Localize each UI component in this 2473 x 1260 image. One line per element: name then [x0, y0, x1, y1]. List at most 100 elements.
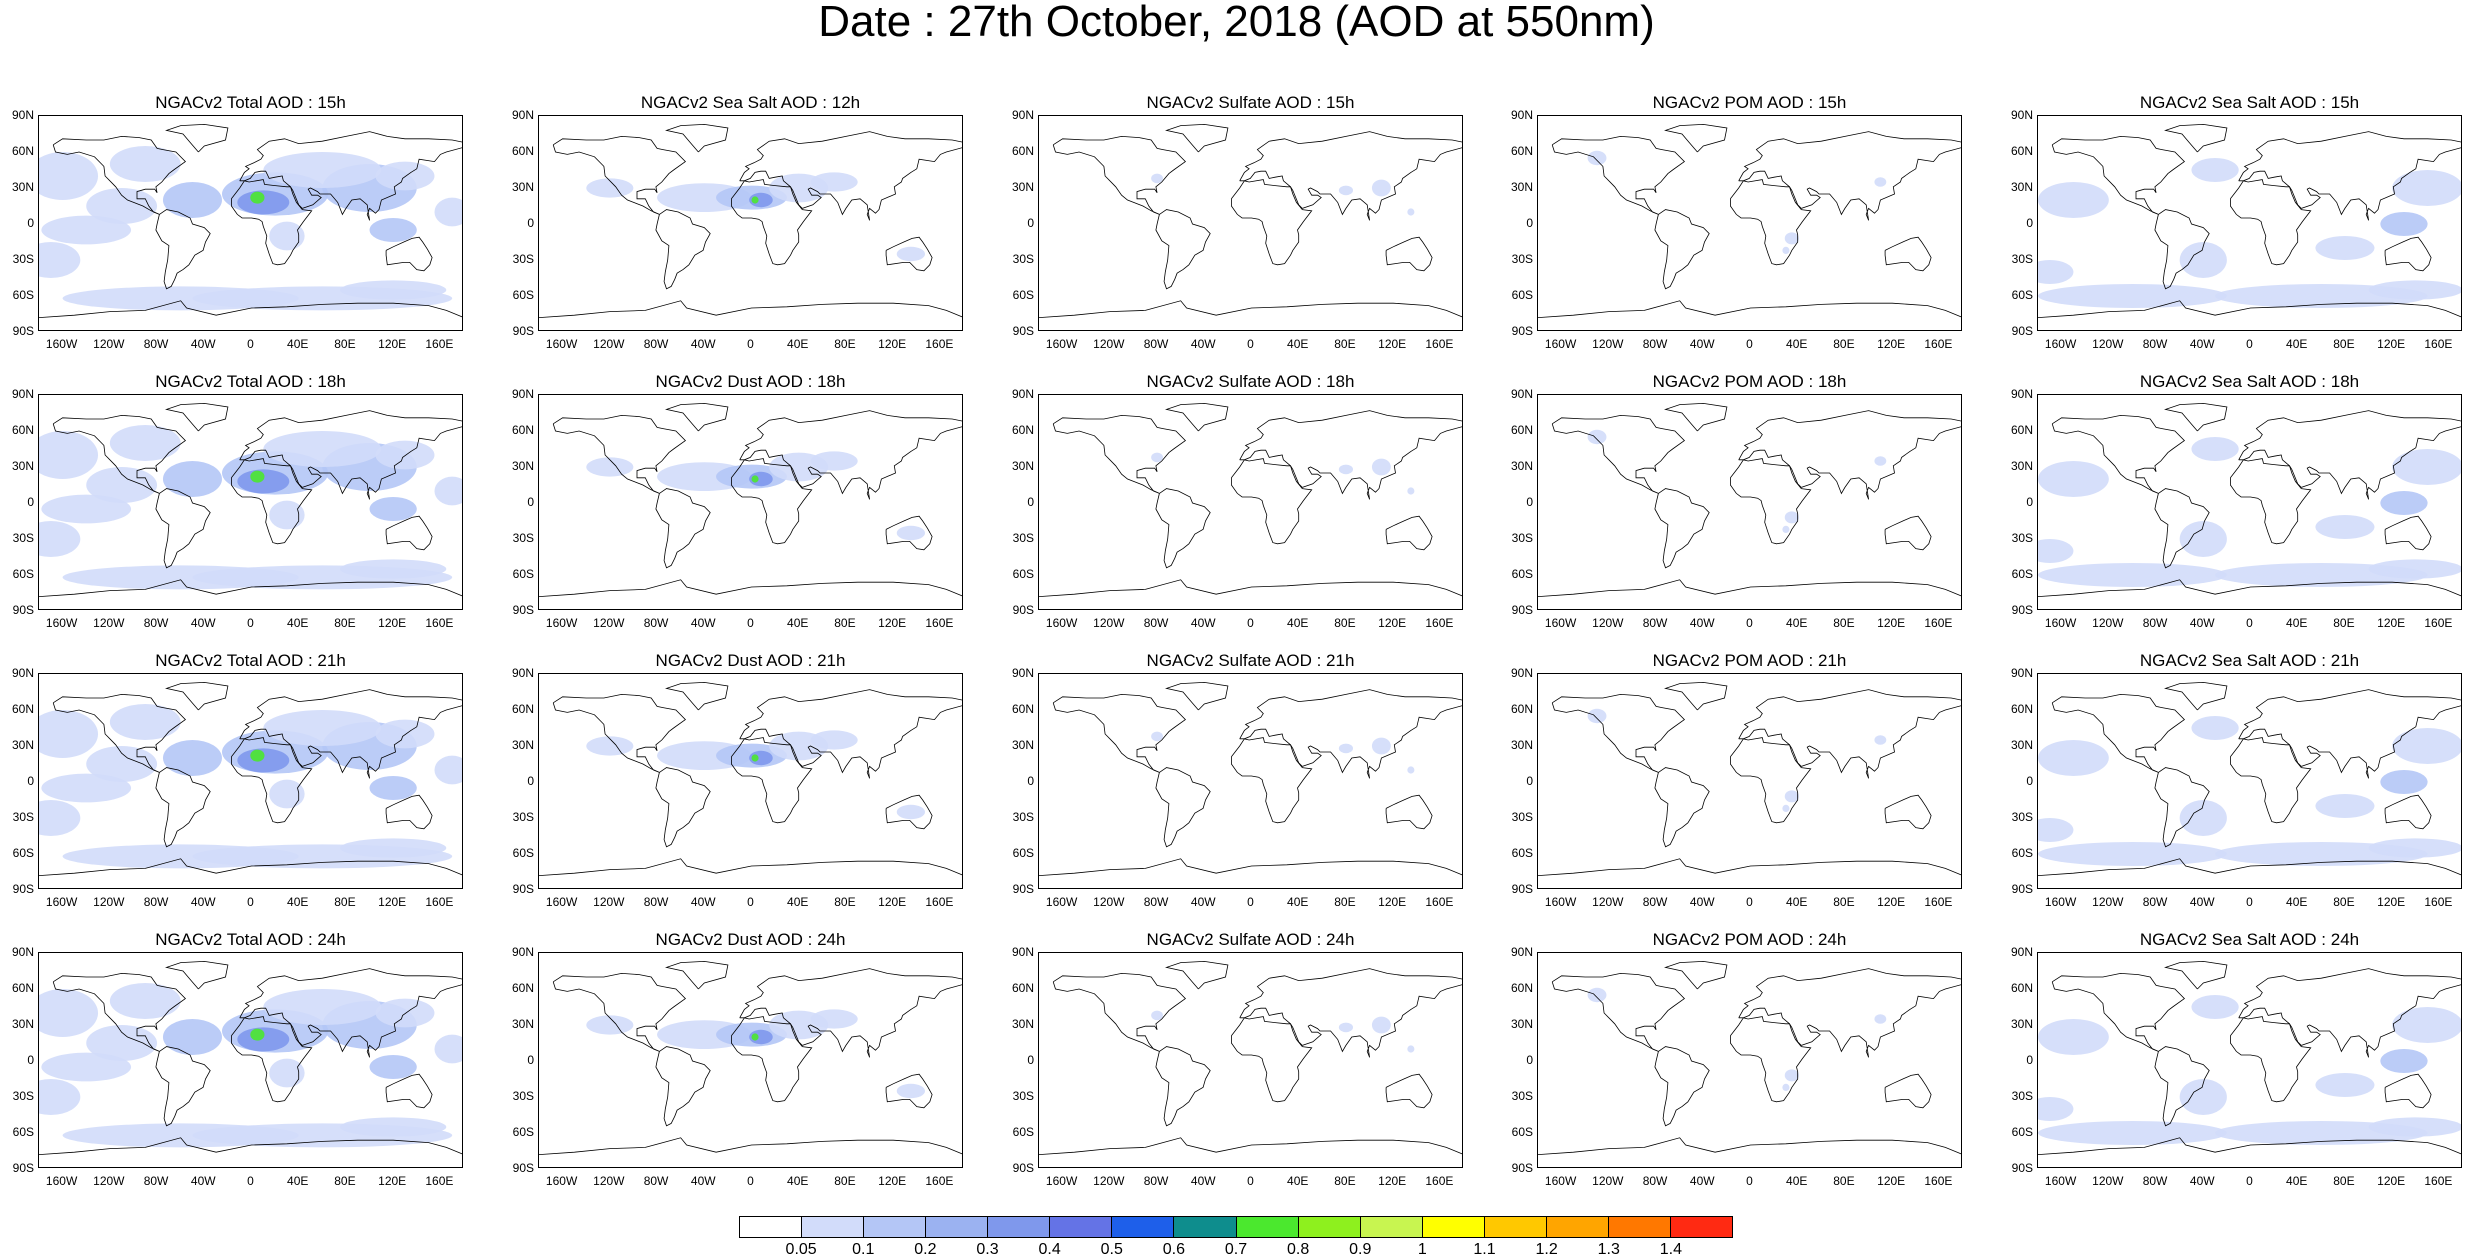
aod-field [39, 152, 99, 200]
latitude-axis: 90N 60N 30N 0 30S 60S 90S [1997, 388, 2033, 616]
aod-field [340, 1117, 447, 1137]
colorbar-swatch [1174, 1217, 1237, 1237]
map-frame [538, 673, 963, 889]
colorbar-swatch [1546, 1217, 1609, 1237]
aod-field [250, 1028, 265, 1041]
map-frame [1038, 673, 1463, 889]
longitude-label: 120E [2377, 616, 2406, 630]
map-frame [2037, 115, 2462, 331]
latitude-label: 60S [1511, 1125, 1533, 1139]
latitude-axis: 90N 60N 30N 0 30S 60S 90S [1497, 109, 1533, 337]
longitude-label: 40E [1287, 895, 1309, 909]
aod-field [41, 215, 132, 245]
map-panel: NGACv2 Total AOD : 21h 90N 60N 30N 0 30S 60S 90… [12, 651, 463, 909]
longitude-label: 40W [190, 1174, 216, 1188]
coastline [1230, 458, 1313, 545]
longitude-label: 0 [1247, 337, 1254, 351]
colorbar [739, 1216, 1733, 1238]
longitude-label: 80W [1642, 616, 1668, 630]
latitude-label: 60N [1011, 144, 1034, 158]
aod-field [434, 197, 462, 227]
coastline [1165, 681, 1229, 711]
longitude-label: 160W [45, 616, 78, 630]
coastline [1664, 402, 1728, 432]
coastline [1239, 410, 1462, 500]
aod-field [340, 559, 447, 579]
latitude-label: 30N [2010, 1017, 2033, 1031]
map-frame [2037, 952, 2462, 1168]
latitude-axis: 90N 60N 30N 0 30S 60S 90S [498, 667, 534, 895]
aod-field [749, 471, 773, 487]
latitude-label: 60S [512, 1125, 534, 1139]
longitude-axis: 160W 120W 80W 40W 0 40E 80E 120E 160E [1038, 337, 1463, 351]
aod-field [2392, 449, 2461, 485]
aod-field [1151, 452, 1163, 463]
longitude-label: 160E [425, 616, 454, 630]
latitude-label: 0 [2026, 495, 2033, 509]
latitude-axis: 90N 60N 30N 0 30S 60S 90S [998, 109, 1034, 337]
aod-field [1338, 185, 1354, 196]
latitude-label: 30N [1510, 459, 1533, 473]
aod-field [1371, 1016, 1391, 1034]
coastline [1538, 300, 1961, 318]
longitude-axis: 160W 120W 80W 40W 0 40E 80E 120E 160E [538, 337, 963, 351]
aod-field [896, 525, 926, 541]
coastline [1738, 131, 1961, 221]
latitude-label: 60N [511, 144, 534, 158]
longitude-axis: 160W 120W 80W 40W 0 40E 80E 120E 160E [1038, 895, 1463, 909]
coastline [2154, 1046, 2210, 1127]
coastline [1052, 414, 1187, 494]
map-panel: NGACv2 POM AOD : 24h 90N 60N 30N 0 30S 60S 90S 1… [1511, 930, 1962, 1188]
aod-field [269, 779, 305, 809]
longitude-label: 160E [925, 616, 954, 630]
aod-field [2380, 1049, 2428, 1073]
coastline [52, 135, 187, 215]
longitude-label: 160E [2424, 337, 2453, 351]
aod-field [1338, 464, 1354, 475]
longitude-label: 40E [787, 616, 809, 630]
longitude-label: 80E [1334, 895, 1356, 909]
latitude-label: 60N [2010, 423, 2033, 437]
longitude-label: 120W [593, 895, 625, 909]
coastline [52, 693, 187, 773]
coastline [1385, 1073, 1433, 1109]
aod-field [375, 998, 435, 1028]
aod-field [269, 221, 305, 251]
latitude-axis: 90N 60N 30N 0 30S 60S 90S [1997, 109, 2033, 337]
aod-field [109, 425, 181, 461]
latitude-label: 90S [1511, 603, 1533, 617]
colorbar-level-label: 1.3 [1597, 1241, 1620, 1258]
coastline [665, 123, 729, 153]
coastline [1230, 179, 1313, 266]
aod-field [2191, 995, 2239, 1019]
latitude-label: 0 [527, 774, 534, 788]
coastline [1664, 960, 1728, 990]
coastline [239, 968, 462, 1058]
longitude-label: 120W [93, 616, 125, 630]
longitude-label: 120W [93, 895, 125, 909]
longitude-label: 160W [2044, 616, 2077, 630]
latitude-label: 30S [1511, 252, 1533, 266]
aod-field [263, 152, 382, 188]
colorbar-level-label: 0.8 [1287, 1241, 1310, 1258]
coastline [385, 1073, 433, 1109]
coastline [539, 300, 962, 318]
map-frame [538, 394, 963, 610]
aod-field [39, 710, 99, 758]
longitude-label: 40W [2189, 337, 2215, 351]
aod-field [375, 440, 435, 470]
aod-field [109, 983, 181, 1019]
latitude-label: 30N [1510, 738, 1533, 752]
longitude-label: 80E [334, 895, 356, 909]
latitude-label: 90S [1012, 324, 1034, 338]
longitude-label: 120E [1877, 895, 1906, 909]
aod-field [434, 476, 462, 506]
latitude-label: 90N [1011, 108, 1034, 122]
map-frame [1537, 952, 1962, 1168]
world-map [2038, 960, 2461, 1155]
longitude-label: 120W [1592, 1174, 1624, 1188]
world-map [2038, 681, 2461, 876]
aod-field [2368, 838, 2461, 858]
aod-field [586, 457, 634, 477]
aod-field [1371, 737, 1391, 755]
